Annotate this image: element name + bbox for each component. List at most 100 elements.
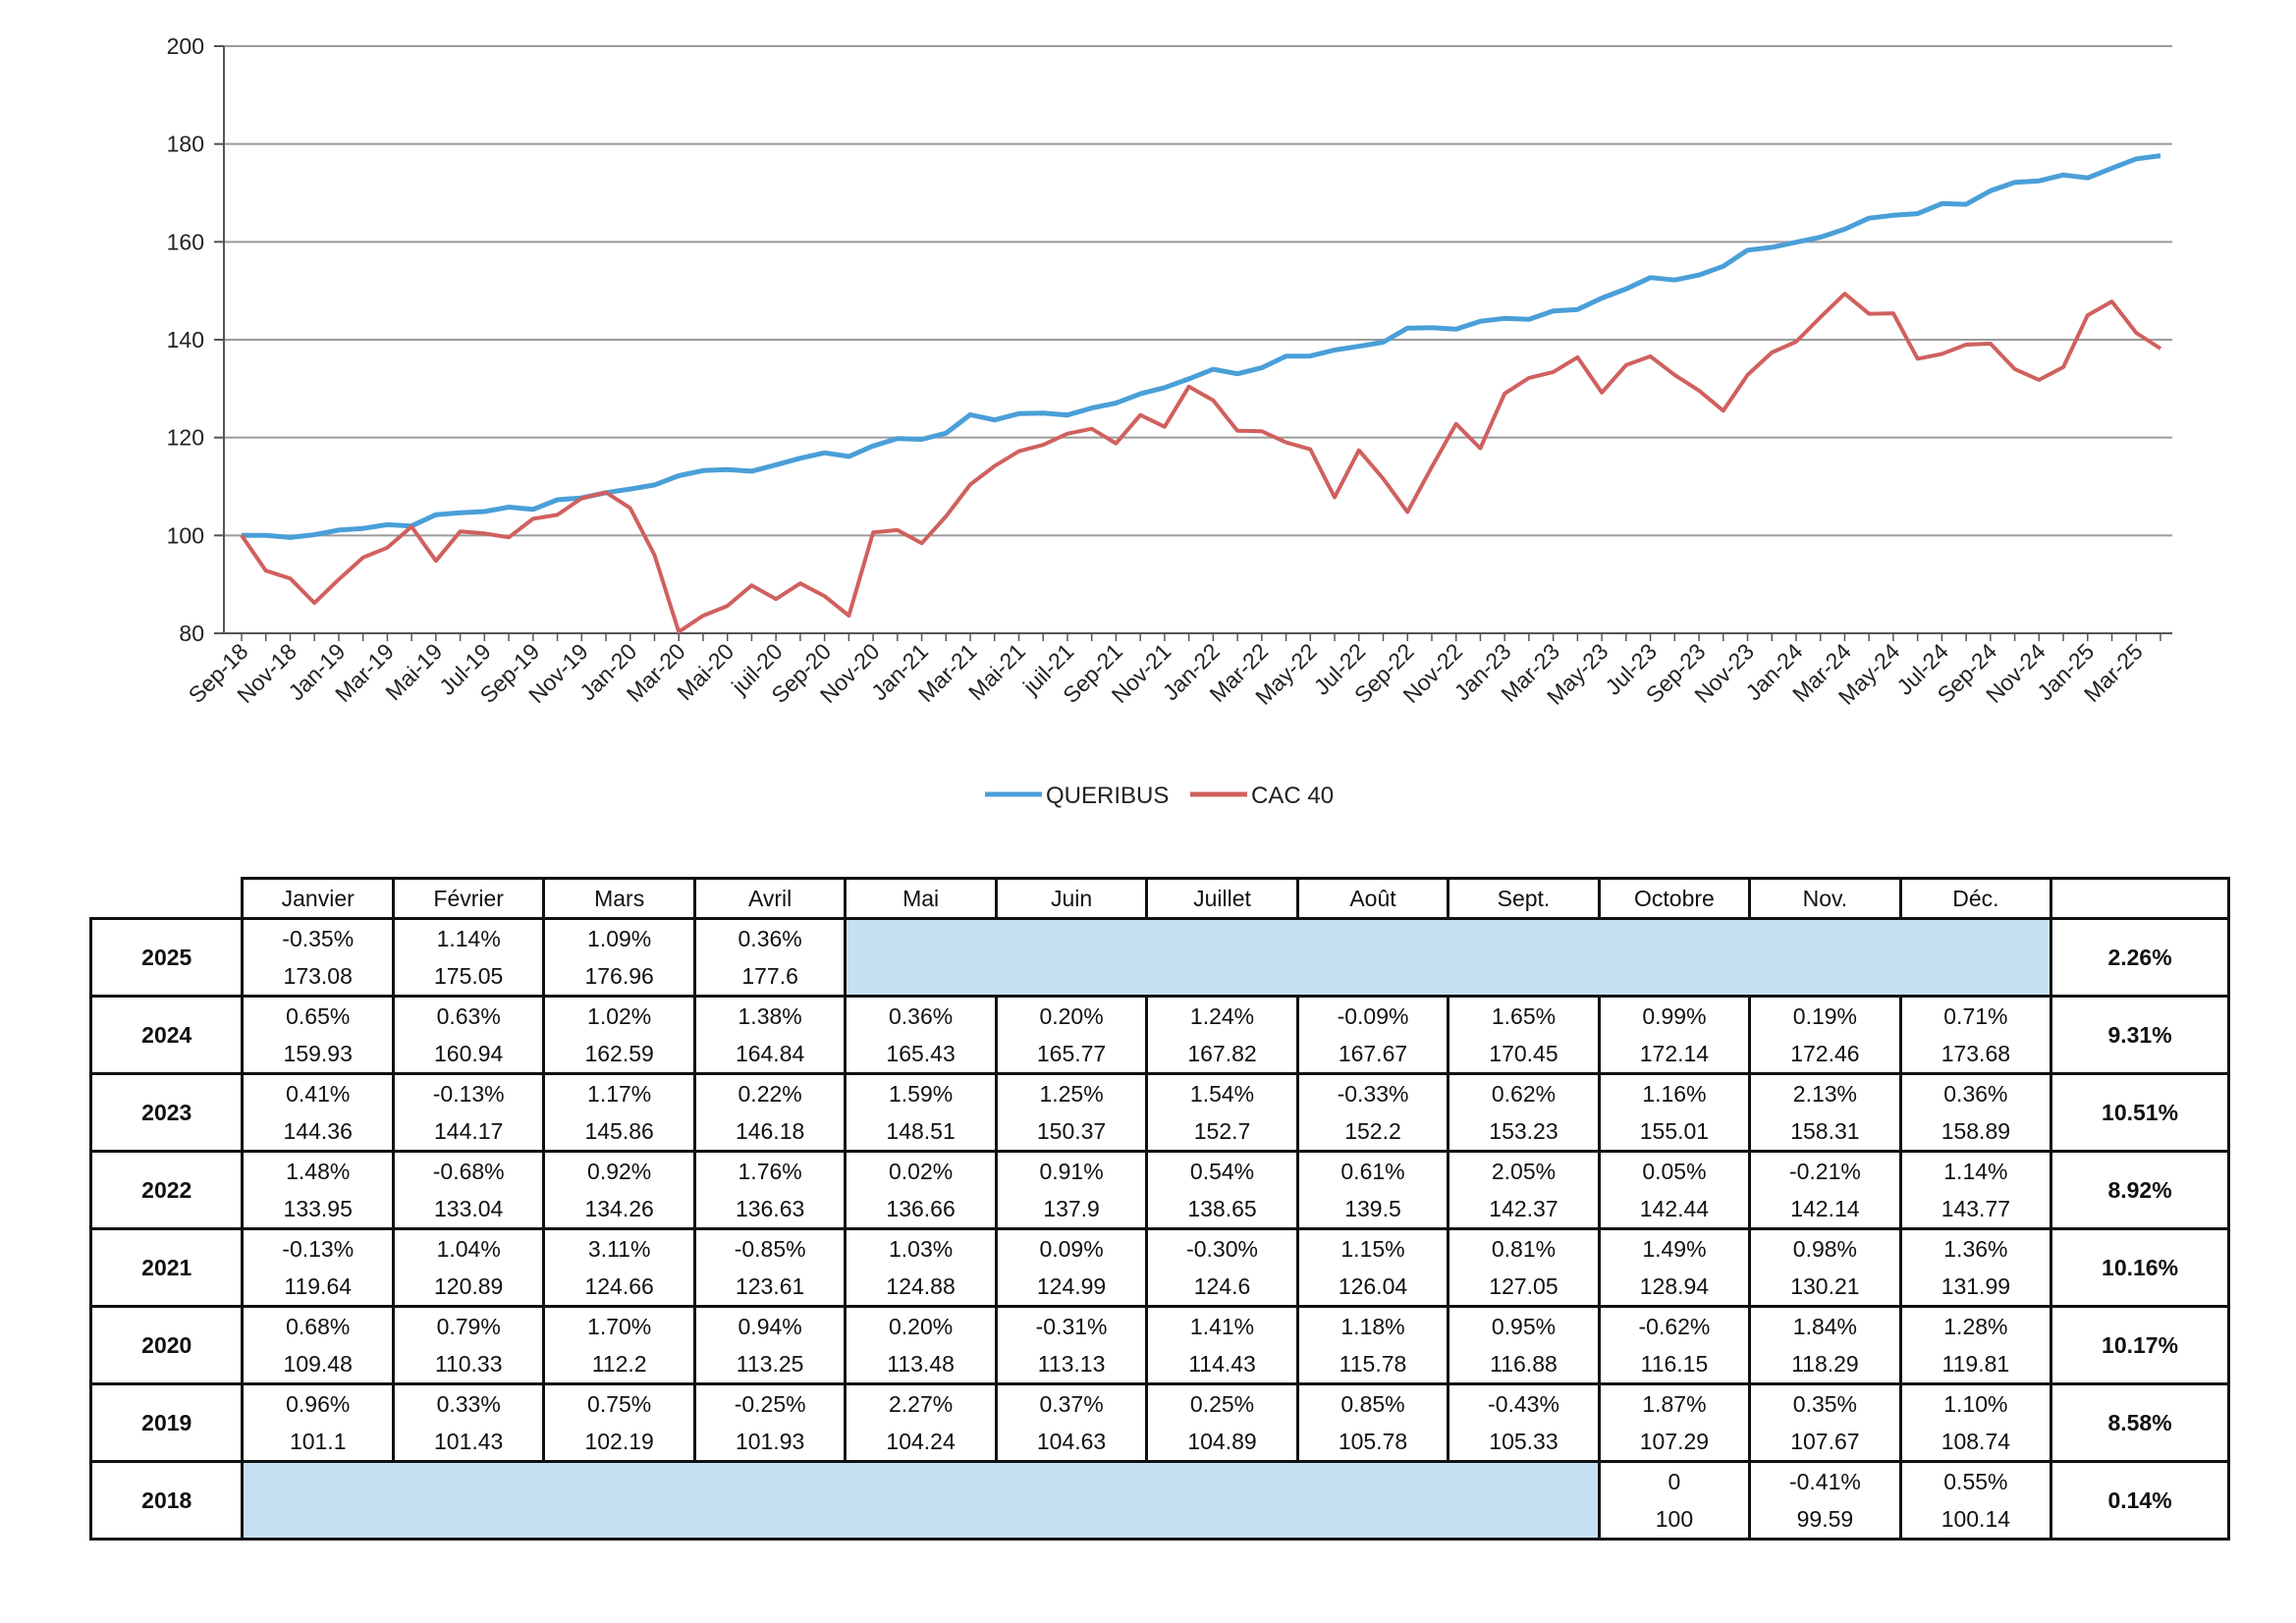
year-cell: 2019 [88,1382,245,1463]
monthly-return: -0.41% [1788,1469,1861,1494]
annual-total: 9.31% [2050,995,2230,1075]
monthly-return: 0.92% [587,1159,652,1184]
index-value: 99.59 [1796,1506,1854,1532]
index-value: 165.43 [886,1041,956,1066]
month-cell: -0.31% 113.13 [994,1305,1149,1385]
index-value: 118.29 [1791,1351,1859,1377]
monthly-return: 0.99% [1642,1003,1707,1029]
month-cell: 0.91% 137.9 [994,1150,1149,1230]
monthly-return: 1.10% [1943,1391,2008,1417]
month-cell: 2.05% 142.37 [1447,1150,1601,1230]
index-value: 105.33 [1489,1429,1558,1454]
index-value: 173.68 [1941,1041,2011,1066]
month-cell: 0.05% 142.44 [1597,1150,1752,1230]
table-row: 2020 0.68% 109.48 0.79% 110.33 1.70% 112.2 0.94… [88,1305,2230,1385]
table-header-row: Janvier Février Mars Avril Mai Juin Juillet Aoû… [91,877,2230,920]
month-cell: -0.13% 119.64 [241,1227,395,1308]
month-header: Mai [844,877,998,920]
month-cell: 1.87% 107.29 [1597,1382,1752,1463]
month-cell: 1.15% 126.04 [1295,1227,1450,1308]
month-cell: 0.85% 105.78 [1295,1382,1450,1463]
index-value: 146.18 [735,1118,805,1144]
index-value: 175.05 [434,963,504,989]
chart-gridlines [224,45,2172,537]
month-cell: -0.09% 167.67 [1295,995,1450,1075]
legend-label: CAC 40 [1251,783,1334,809]
month-header: Avril [692,877,847,920]
monthly-return: 1.76% [738,1159,802,1184]
index-value: 142.44 [1639,1196,1710,1221]
monthly-performance-table: Janvier Février Mars Avril Mai Juin Juillet Aoû… [88,877,2230,1541]
index-value: 107.29 [1639,1429,1710,1454]
index-value: 144.17 [434,1118,504,1144]
monthly-return: 1.38% [738,1003,802,1029]
month-cell: 1.09% 176.96 [542,917,696,998]
monthly-return: 0.75% [587,1391,652,1417]
month-cell: 1.18% 115.78 [1295,1305,1450,1385]
monthly-return: 1.24% [1189,1003,1255,1029]
y-tick-label: 80 [179,621,204,646]
month-cell: 0.95% 116.88 [1447,1305,1601,1385]
series-line-cac40 [240,292,2162,634]
month-header: Mars [542,877,696,920]
index-value: 119.64 [284,1273,353,1299]
index-value: 113.13 [1037,1351,1106,1377]
chart-series-lines [240,153,2162,634]
month-header: Octobre [1597,877,1752,920]
month-cell: 1.24% 167.82 [1145,995,1299,1075]
y-tick-label: 100 [167,522,204,548]
monthly-return: 0.35% [1792,1391,1858,1417]
index-value: 101.43 [434,1429,504,1454]
month-cell: -0.62% 116.15 [1597,1305,1752,1385]
month-cell: 1.14% 143.77 [1898,1150,2053,1230]
monthly-return: -0.33% [1337,1081,1409,1107]
index-value: 155.01 [1639,1118,1710,1144]
index-value: 102.19 [584,1429,654,1454]
table-row: 2019 0.96% 101.1 0.33% 101.43 0.75% 102.19 -0.2… [88,1382,2230,1463]
month-cell: -0.43% 105.33 [1447,1382,1601,1463]
month-cell: 1.84% 118.29 [1748,1305,1902,1385]
index-value: 130.21 [1790,1273,1860,1299]
monthly-return: 0.25% [1189,1391,1255,1417]
index-value: 104.63 [1036,1429,1107,1454]
month-cell: 1.04% 120.89 [391,1227,546,1308]
monthly-return: 0.62% [1491,1081,1557,1107]
monthly-return: 1.41% [1189,1314,1255,1339]
month-cell: 0.33% 101.43 [391,1382,546,1463]
month-cell: 0.92% 134.26 [542,1150,696,1230]
month-cell: 0.75% 102.19 [542,1382,696,1463]
monthly-return: 0.79% [436,1314,501,1339]
month-cell: 2.27% 104.24 [844,1382,998,1463]
index-value: 173.08 [283,963,353,989]
monthly-return: 1.59% [888,1081,954,1107]
index-value: 134.26 [584,1196,654,1221]
index-value: 128.94 [1639,1273,1710,1299]
monthly-return: 0.33% [436,1391,501,1417]
month-cell: 0.09% 124.99 [994,1227,1149,1308]
month-cell: 0.62% 153.23 [1447,1072,1601,1153]
month-cell: 1.70% 112.2 [542,1305,696,1385]
month-cell: 1.76% 136.63 [692,1150,847,1230]
year-cell: 2018 [88,1460,245,1541]
index-value: 104.24 [886,1429,956,1454]
index-value: 143.77 [1941,1196,2011,1221]
index-value: 105.78 [1338,1429,1408,1454]
monthly-return: -0.68% [432,1159,505,1184]
y-tick-label: 140 [167,327,204,352]
month-cell: 0.65% 159.93 [241,995,395,1075]
monthly-return: -0.13% [282,1236,355,1262]
month-cell: 3.11% 124.66 [542,1227,696,1308]
monthly-return: -0.21% [1788,1159,1861,1184]
monthly-return: 1.04% [436,1236,501,1262]
monthly-return: 1.09% [587,926,652,951]
monthly-return: 0.96% [286,1391,351,1417]
annual-total: 0.14% [2050,1460,2230,1541]
index-value: 177.6 [741,963,798,989]
month-cell: 0.36% 158.89 [1898,1072,2053,1153]
index-value: 137.9 [1043,1196,1100,1221]
index-value: 124.88 [886,1273,956,1299]
y-tick-label: 200 [167,33,204,59]
index-value: 101.1 [289,1429,347,1454]
monthly-return: 0 [1667,1469,1681,1494]
monthly-return: 0.55% [1943,1469,2008,1494]
